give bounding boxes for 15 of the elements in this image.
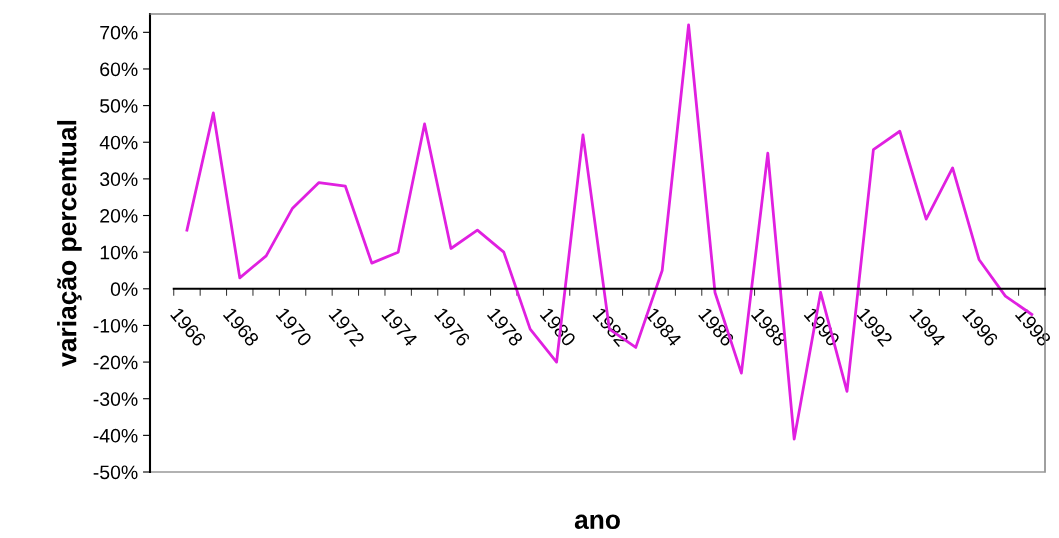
x-axis-title: ano: [574, 514, 620, 530]
y-tick-label: -20%: [93, 355, 138, 370]
y-axis-title: variação percentual: [57, 120, 82, 367]
y-tick-label: 0%: [110, 282, 138, 297]
y-tick-label: -30%: [93, 392, 138, 406]
y-tick-label: -50%: [93, 465, 138, 480]
y-tick-label: 30%: [100, 172, 138, 187]
y-tick-label: -40%: [93, 428, 138, 443]
y-tick-label: -10%: [93, 318, 138, 333]
y-tick-label: 60%: [100, 62, 138, 77]
y-tick-label: 70%: [100, 25, 138, 40]
y-tick-label: 20%: [100, 208, 138, 223]
y-tick-label: 40%: [99, 135, 138, 150]
y-tick-label: 50%: [100, 99, 138, 113]
y-tick-label: 10%: [100, 245, 138, 260]
